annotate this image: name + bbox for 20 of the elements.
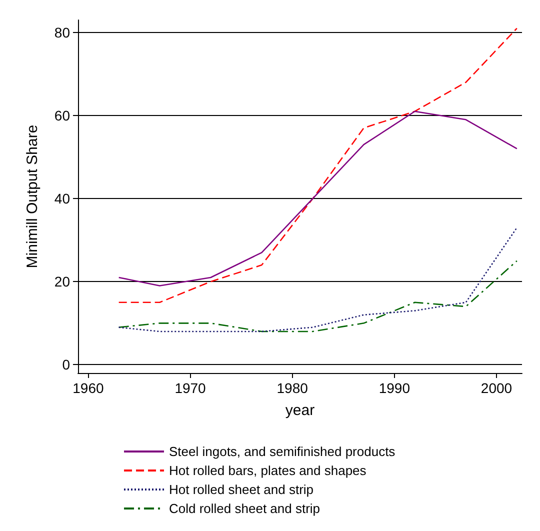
legend-label: Hot rolled bars, plates and shapes xyxy=(169,463,367,478)
x-tick-label: 2000 xyxy=(480,380,512,396)
x-tick-label: 1990 xyxy=(378,380,410,396)
y-tick-label: 0 xyxy=(62,356,70,373)
y-tick-label: 20 xyxy=(54,274,70,290)
x-tick-label: 1970 xyxy=(174,380,206,396)
y-tick-label: 80 xyxy=(54,24,70,40)
legend-label: Hot rolled sheet and strip xyxy=(169,482,314,497)
line-series xyxy=(118,226,518,332)
y-tick-label: 40 xyxy=(54,190,70,207)
line-series xyxy=(118,28,518,304)
y-tick-label: 60 xyxy=(54,108,70,124)
x-axis-title: year xyxy=(285,402,315,419)
legend-label: Cold rolled sheet and strip xyxy=(169,501,320,516)
legend-label: Steel ingots, and semifinished products xyxy=(169,444,396,459)
line-series xyxy=(118,260,518,332)
x-tick-label: 1960 xyxy=(72,380,104,396)
x-tick-label: 1980 xyxy=(276,380,308,396)
y-axis-title: Minimill Output Share xyxy=(24,124,41,268)
line-series xyxy=(118,110,518,286)
